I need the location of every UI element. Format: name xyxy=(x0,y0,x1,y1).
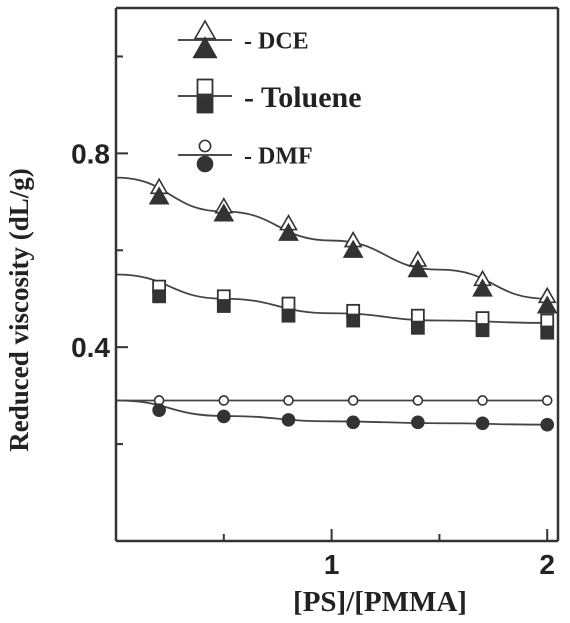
data-point-circle-open xyxy=(412,395,424,406)
data-point-triangle-filled xyxy=(278,222,299,241)
data-point-square-open xyxy=(540,313,555,328)
data-point-circle-filled xyxy=(152,403,166,417)
x-tick-label: 1 xyxy=(324,549,340,580)
legend-label: - DMF xyxy=(244,144,313,170)
data-point-square-open xyxy=(475,311,490,326)
legend-item: - DCE xyxy=(178,19,309,59)
legend: - DCE - Toluene - DMF xyxy=(178,19,362,173)
legend-circle-open-icon xyxy=(198,139,212,153)
fit-line xyxy=(115,176,548,300)
y-tick-label: 0.8 xyxy=(71,138,110,169)
data-point-circle-filled xyxy=(346,415,360,430)
data-point-circle-filled xyxy=(475,416,490,431)
data-point-square-filled xyxy=(475,323,490,338)
data-point-triangle-filled xyxy=(407,259,429,278)
fit-line xyxy=(115,273,548,324)
data-point-triangle-filled xyxy=(213,203,235,222)
data-markers xyxy=(148,177,558,432)
legend-item: - Toluene xyxy=(178,78,362,114)
legend-square-open-icon xyxy=(196,78,214,96)
data-point-circle-open xyxy=(477,395,488,406)
data-point-circle-filled xyxy=(540,417,555,432)
fit-line xyxy=(115,399,548,426)
data-point-triangle-filled xyxy=(342,239,364,258)
legend-label: - DCE xyxy=(244,29,309,55)
data-point-triangle-filled xyxy=(148,186,170,205)
data-point-circle-open xyxy=(347,395,359,406)
data-point-triangle-filled xyxy=(472,278,493,297)
fit-lines xyxy=(115,176,548,426)
y-axis-title: Reduced viscosity (dL/g) xyxy=(4,168,34,452)
data-point-triangle-filled xyxy=(536,295,558,314)
data-point-square-filled xyxy=(540,325,555,340)
data-point-circle-open xyxy=(541,395,553,406)
data-point-square-filled xyxy=(152,289,167,304)
legend-square-filled-icon xyxy=(196,96,214,114)
data-point-circle-open xyxy=(283,395,294,406)
y-tick-label: 0.4 xyxy=(71,332,110,363)
data-point-square-filled xyxy=(346,313,361,328)
legend-label: - Toluene xyxy=(244,81,362,114)
data-point-circle-filled xyxy=(217,409,231,424)
legend-triangle-filled-icon xyxy=(192,36,218,59)
x-tick-label: 2 xyxy=(539,549,555,580)
legend-circle-filled-icon xyxy=(196,155,214,173)
data-point-square-open xyxy=(410,308,425,323)
data-point-square-filled xyxy=(216,299,231,313)
data-point-square-filled xyxy=(281,308,296,323)
legend-item: - DMF xyxy=(178,139,313,173)
data-point-circle-filled xyxy=(411,415,425,430)
data-point-circle-filled xyxy=(281,413,296,427)
x-axis-title: [PS]/[PMMA] xyxy=(293,586,467,618)
data-point-circle-open xyxy=(218,395,230,406)
data-point-square-filled xyxy=(410,320,425,335)
data-point-square-open xyxy=(281,296,296,311)
axes: 1 2 0.4 0.8 xyxy=(71,6,560,580)
legend-triangle-open-icon xyxy=(193,19,217,40)
